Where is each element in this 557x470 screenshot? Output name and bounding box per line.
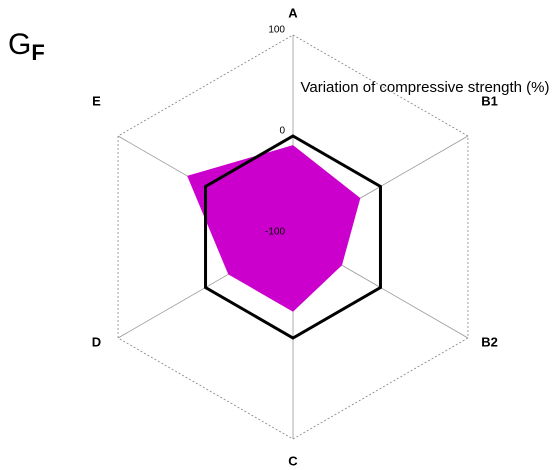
tick-label: -100 bbox=[265, 227, 285, 238]
category-label: D bbox=[92, 334, 101, 349]
chart-title: Variation of compressive strength (%) bbox=[301, 79, 550, 96]
category-label: E bbox=[92, 93, 101, 108]
grid-ring bbox=[204, 134, 382, 340]
category-label: C bbox=[288, 453, 298, 468]
tick-label: 0 bbox=[279, 126, 285, 137]
category-label: A bbox=[288, 5, 298, 20]
category-label: B1 bbox=[481, 93, 498, 108]
annotation: GF bbox=[8, 28, 45, 65]
category-label: B2 bbox=[481, 334, 498, 349]
data-area bbox=[187, 145, 361, 312]
grid-ring bbox=[117, 34, 469, 440]
annotation-sub: F bbox=[31, 40, 44, 65]
annotation-main: G bbox=[8, 28, 31, 61]
tick-label: 100 bbox=[268, 25, 285, 36]
